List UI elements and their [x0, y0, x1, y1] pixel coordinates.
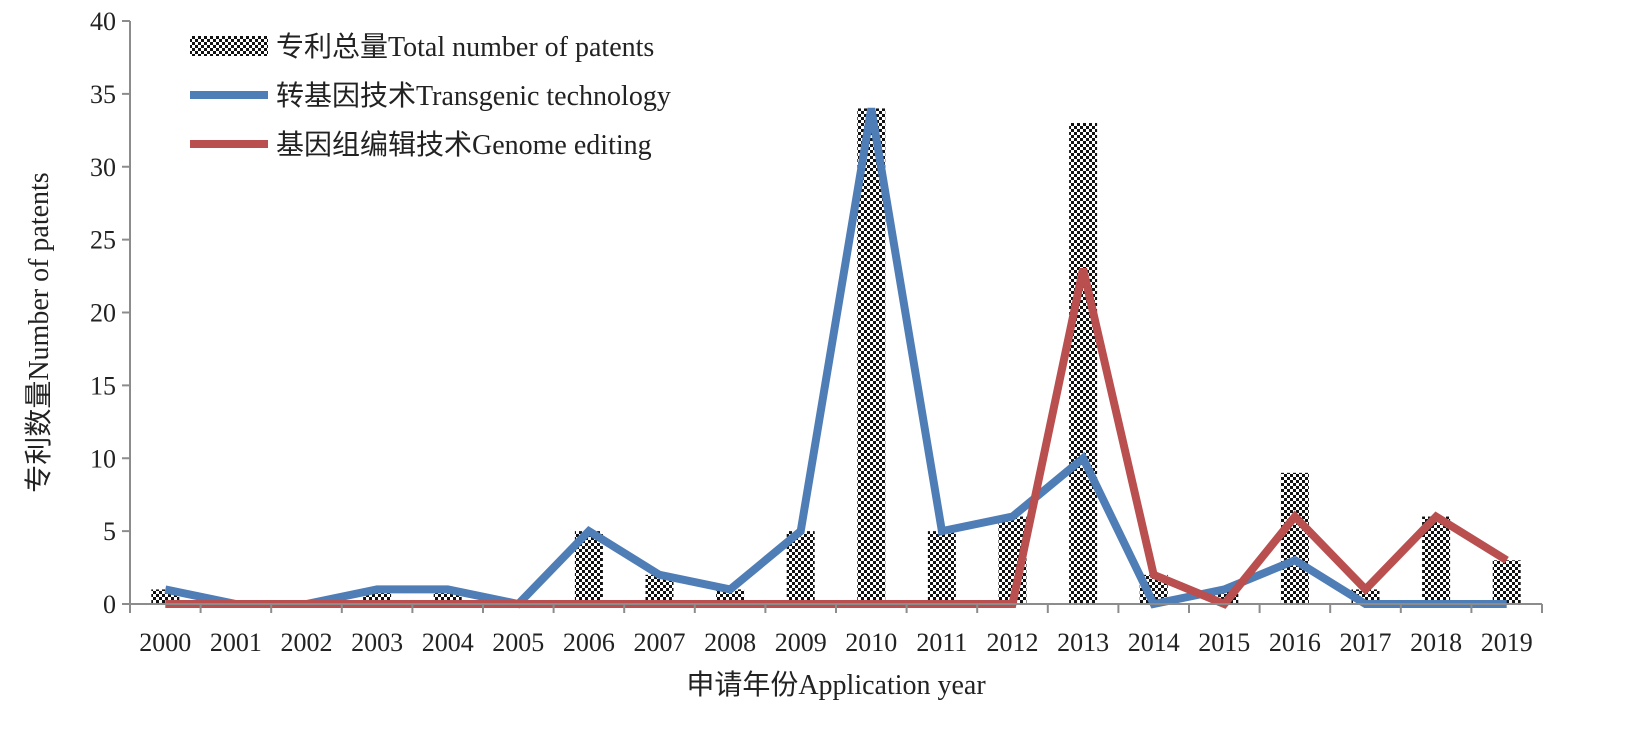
y-tick-label: 10: [90, 444, 116, 473]
x-tick-label: 2013: [1057, 628, 1109, 657]
x-tick-label: 2001: [210, 628, 262, 657]
bar-2019: [1492, 560, 1521, 604]
x-axis-title: 申请年份Application year: [686, 669, 986, 701]
y-tick-label: 15: [90, 371, 116, 400]
x-tick-label: 2009: [775, 628, 827, 657]
y-tick-label: 35: [90, 80, 116, 109]
ticks-group: 0 5 10 15 20 25 30 35 40 2000 2001 2002 2003 2004 2005…: [90, 7, 1543, 657]
legend-swatch-bar: [190, 36, 268, 56]
legend: 专利总量Total number of patents 转基因技术Transgen…: [190, 31, 671, 161]
x-tick-label: 2008: [704, 628, 756, 657]
bar-2016: [1280, 472, 1309, 604]
y-tick-label: 25: [90, 226, 116, 255]
x-tick-label: 2005: [492, 628, 544, 657]
x-tick-label: 2000: [139, 628, 191, 657]
x-tick-label: 2012: [987, 628, 1039, 657]
x-tick-label: 2003: [351, 628, 403, 657]
legend-label: 专利总量Total number of patents: [276, 31, 654, 63]
bar-2011: [927, 531, 956, 604]
bar-2013: [1069, 123, 1098, 605]
x-tick-label: 2018: [1410, 628, 1462, 657]
bar-2010: [857, 108, 886, 604]
y-tick-label: 5: [103, 517, 116, 546]
x-tick-label: 2015: [1198, 628, 1250, 657]
x-tick-label: 2019: [1481, 628, 1533, 657]
y-axis-title: 专利数量Number of patents: [23, 172, 55, 492]
lines-group: [164, 107, 1509, 609]
x-tick-label: 2002: [281, 628, 333, 657]
x-tick-label: 2011: [916, 628, 967, 657]
y-tick-label: 30: [90, 153, 116, 182]
x-tick-label: 2006: [563, 628, 615, 657]
x-tick-label: 2004: [422, 628, 474, 657]
y-tick-label: 20: [90, 299, 116, 328]
bars-group: [151, 108, 1521, 605]
x-tick-label: 2016: [1269, 628, 1321, 657]
y-tick-label: 40: [90, 7, 116, 36]
x-tick-label: 2014: [1128, 628, 1180, 657]
x-tick-label: 2007: [634, 628, 686, 657]
legend-label: 转基因技术Transgenic technology: [276, 80, 671, 112]
legend-label: 基因组编辑技术Genome editing: [276, 129, 652, 161]
x-tick-label: 2017: [1340, 628, 1392, 657]
x-tick-label: 2010: [845, 628, 897, 657]
y-tick-label: 0: [103, 590, 116, 619]
series-line-1: [164, 107, 1507, 609]
